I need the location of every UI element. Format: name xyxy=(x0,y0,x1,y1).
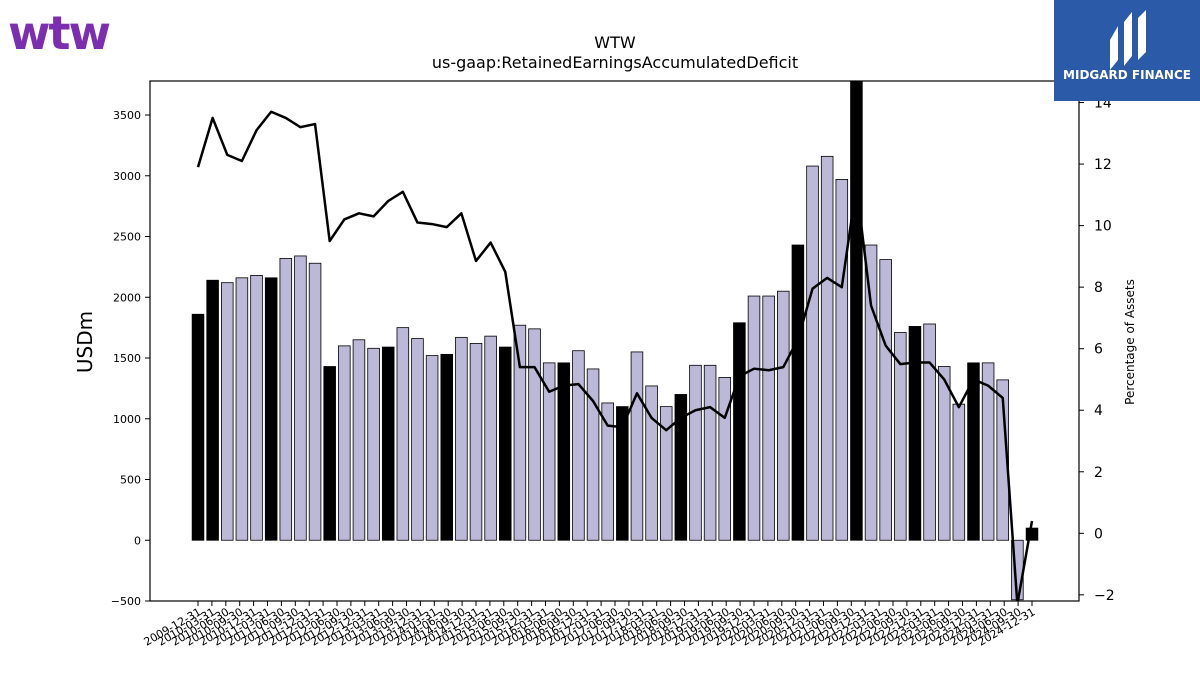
y-tick-label: 0 xyxy=(134,534,141,547)
bar xyxy=(864,244,878,541)
y-tick-label: −500 xyxy=(111,595,141,608)
bar xyxy=(952,403,966,541)
wtw-logo: wtw xyxy=(8,6,111,60)
y-tick-label: 2000 xyxy=(113,291,141,304)
plot-area: −500 0 500 1000 1500 2000 2500 3000 3500 −2 0 2 4 6 8 1… xyxy=(111,80,1115,649)
bar xyxy=(425,355,439,541)
bar xyxy=(718,377,731,541)
percentage-line xyxy=(196,110,1034,601)
bar xyxy=(542,362,556,541)
bar xyxy=(440,353,453,541)
y2-axis-label: Percentage of Assets xyxy=(1123,279,1137,405)
bar xyxy=(981,362,995,541)
bar xyxy=(469,343,483,541)
y-tick-label: 3000 xyxy=(113,170,141,183)
bar xyxy=(586,368,600,541)
bar xyxy=(250,274,263,541)
bar xyxy=(747,295,761,541)
bar xyxy=(645,385,658,541)
bar xyxy=(937,366,951,541)
midgard-logo-icon xyxy=(1054,0,1200,101)
bar xyxy=(264,277,278,541)
bar xyxy=(381,346,395,541)
y2-tick-label: 6 xyxy=(1094,342,1103,358)
bar xyxy=(572,350,585,541)
chart-subtitle: us-gaap:RetainedEarningsAccumulatedDefic… xyxy=(432,53,798,72)
y-tick-label: 1500 xyxy=(113,352,141,365)
chart-title: WTW xyxy=(594,33,636,52)
bar xyxy=(191,313,205,541)
bar xyxy=(513,324,527,541)
bar xyxy=(308,262,322,541)
bar xyxy=(689,364,702,541)
bar xyxy=(777,290,790,541)
y2-tick-label: 0 xyxy=(1094,526,1103,542)
bar xyxy=(879,259,892,541)
bar xyxy=(791,244,805,541)
bar xyxy=(279,257,293,541)
y2-tick-label: 4 xyxy=(1094,403,1103,419)
bar xyxy=(616,406,629,541)
bar xyxy=(499,346,512,541)
bar xyxy=(396,327,410,541)
bar xyxy=(235,277,249,541)
bar xyxy=(323,366,336,541)
y-tick-label: 500 xyxy=(120,474,141,487)
bar xyxy=(294,255,307,541)
y2-tick-label: 10 xyxy=(1094,219,1112,235)
y-tick-label: 1000 xyxy=(113,413,141,426)
bar xyxy=(352,339,366,541)
bar xyxy=(835,179,849,541)
bar xyxy=(894,332,907,541)
y2-tick-label: −2 xyxy=(1094,588,1115,604)
bar xyxy=(806,165,819,541)
bar xyxy=(996,379,1009,541)
y-axis-label: USDm xyxy=(73,311,97,373)
bar xyxy=(411,338,424,541)
y2-tick-label: 2 xyxy=(1094,465,1103,481)
bar xyxy=(455,336,468,541)
y2-tick-label: 8 xyxy=(1094,280,1103,296)
bar xyxy=(850,81,863,541)
y-tick-label: 2500 xyxy=(113,231,141,244)
bar xyxy=(601,402,614,541)
bar xyxy=(703,364,717,541)
y-tick-label: 3500 xyxy=(113,109,141,122)
bar xyxy=(674,394,688,541)
badge-label: MIDGARD FINANCE xyxy=(1063,68,1191,82)
bar xyxy=(820,155,834,541)
bar xyxy=(762,295,775,541)
bar xyxy=(659,406,673,541)
bar xyxy=(206,279,219,541)
bar xyxy=(630,351,644,541)
bar xyxy=(221,282,234,541)
bar xyxy=(967,362,980,541)
y2-tick-label: 12 xyxy=(1094,157,1112,173)
bar xyxy=(338,345,351,541)
midgard-finance-badge: MIDGARD FINANCE xyxy=(1054,0,1200,101)
bar xyxy=(484,335,497,541)
bar xyxy=(367,347,380,541)
bar xyxy=(733,322,746,541)
bar xyxy=(528,328,541,541)
bar xyxy=(908,326,922,541)
bar xyxy=(557,362,571,541)
bar xyxy=(923,323,936,541)
